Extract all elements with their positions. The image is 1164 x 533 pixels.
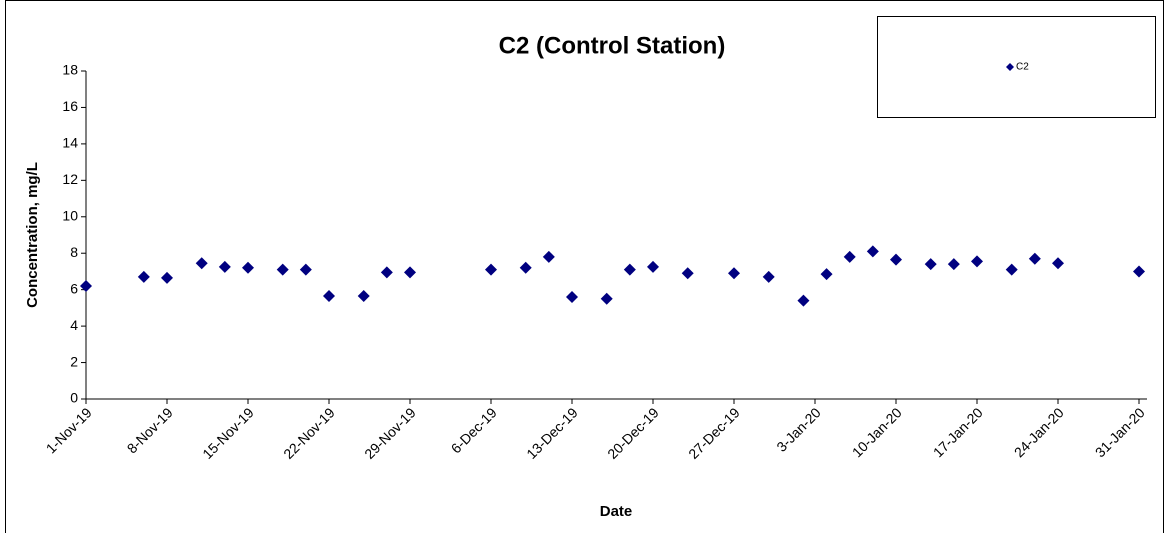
point <box>80 280 92 293</box>
point <box>924 258 937 271</box>
point <box>137 270 150 283</box>
point <box>971 255 983 268</box>
x-axis-label: Date <box>600 503 633 520</box>
point <box>1052 257 1064 270</box>
y-tick-label: 18 <box>62 62 78 78</box>
point <box>866 245 879 258</box>
legend-box <box>877 16 1156 118</box>
point <box>623 263 636 276</box>
point <box>276 263 289 276</box>
point <box>519 261 532 274</box>
point <box>323 290 335 303</box>
point <box>242 261 254 274</box>
y-tick-label: 4 <box>70 317 78 333</box>
y-tick-label: 0 <box>70 390 78 406</box>
point <box>762 270 775 283</box>
point <box>681 267 694 280</box>
y-tick-label: 10 <box>62 207 78 223</box>
point <box>890 253 902 266</box>
y-axis-label: Concentration, mg/L <box>24 162 41 308</box>
y-tick-label: 16 <box>62 98 78 114</box>
point <box>1028 252 1041 265</box>
point <box>1005 263 1018 276</box>
point <box>161 271 173 284</box>
point <box>1133 265 1145 278</box>
y-tick-label: 2 <box>70 353 78 369</box>
y-tick-label: 14 <box>62 135 78 151</box>
y-tick-label: 8 <box>70 244 78 260</box>
point <box>357 290 370 303</box>
point <box>542 250 555 263</box>
legend-label: C2 <box>1016 62 1029 73</box>
chart-title: C2 (Control Station) <box>499 32 726 59</box>
y-tick-label: 6 <box>70 280 78 296</box>
point <box>380 266 393 279</box>
point <box>485 263 497 276</box>
y-tick-label: 12 <box>62 171 78 187</box>
point <box>218 260 231 273</box>
point <box>566 290 578 303</box>
point <box>820 268 833 281</box>
point <box>728 267 740 280</box>
point <box>797 294 810 307</box>
legend-marker <box>1006 63 1014 71</box>
point <box>647 260 659 273</box>
point <box>600 292 613 305</box>
point <box>299 263 312 276</box>
point <box>947 258 960 271</box>
point <box>843 250 856 263</box>
point <box>195 257 208 270</box>
point <box>404 266 416 279</box>
